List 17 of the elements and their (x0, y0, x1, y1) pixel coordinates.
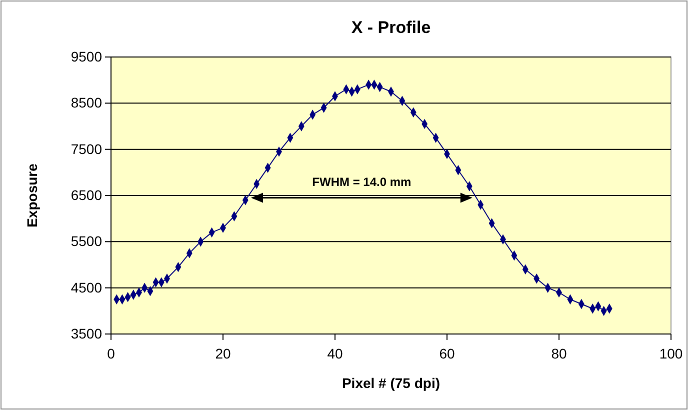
x-tick-label: 60 (439, 345, 455, 362)
y-tick-label: 3500 (70, 325, 102, 342)
y-tick-label: 8500 (70, 94, 102, 111)
x-tick-label: 100 (659, 345, 683, 362)
annotation: FWHM = 14.0 mm (312, 174, 412, 189)
x-tick-label: 80 (551, 345, 567, 362)
y-tick-label: 4500 (70, 279, 102, 296)
x-tick-label: 0 (107, 345, 116, 362)
y-tick-label: 6500 (70, 186, 102, 203)
y-tick-label: 9500 (70, 48, 102, 64)
y-tick-label: 7500 (70, 140, 102, 157)
y-axis-title: Exposure (24, 163, 40, 228)
x-axis-title: Pixel # (75 dpi) (342, 375, 440, 391)
x-tick-label: 20 (215, 345, 231, 362)
x-tick-label: 40 (327, 345, 343, 362)
y-tick-label: 5500 (70, 233, 102, 250)
chart-title: X - Profile (351, 18, 431, 37)
